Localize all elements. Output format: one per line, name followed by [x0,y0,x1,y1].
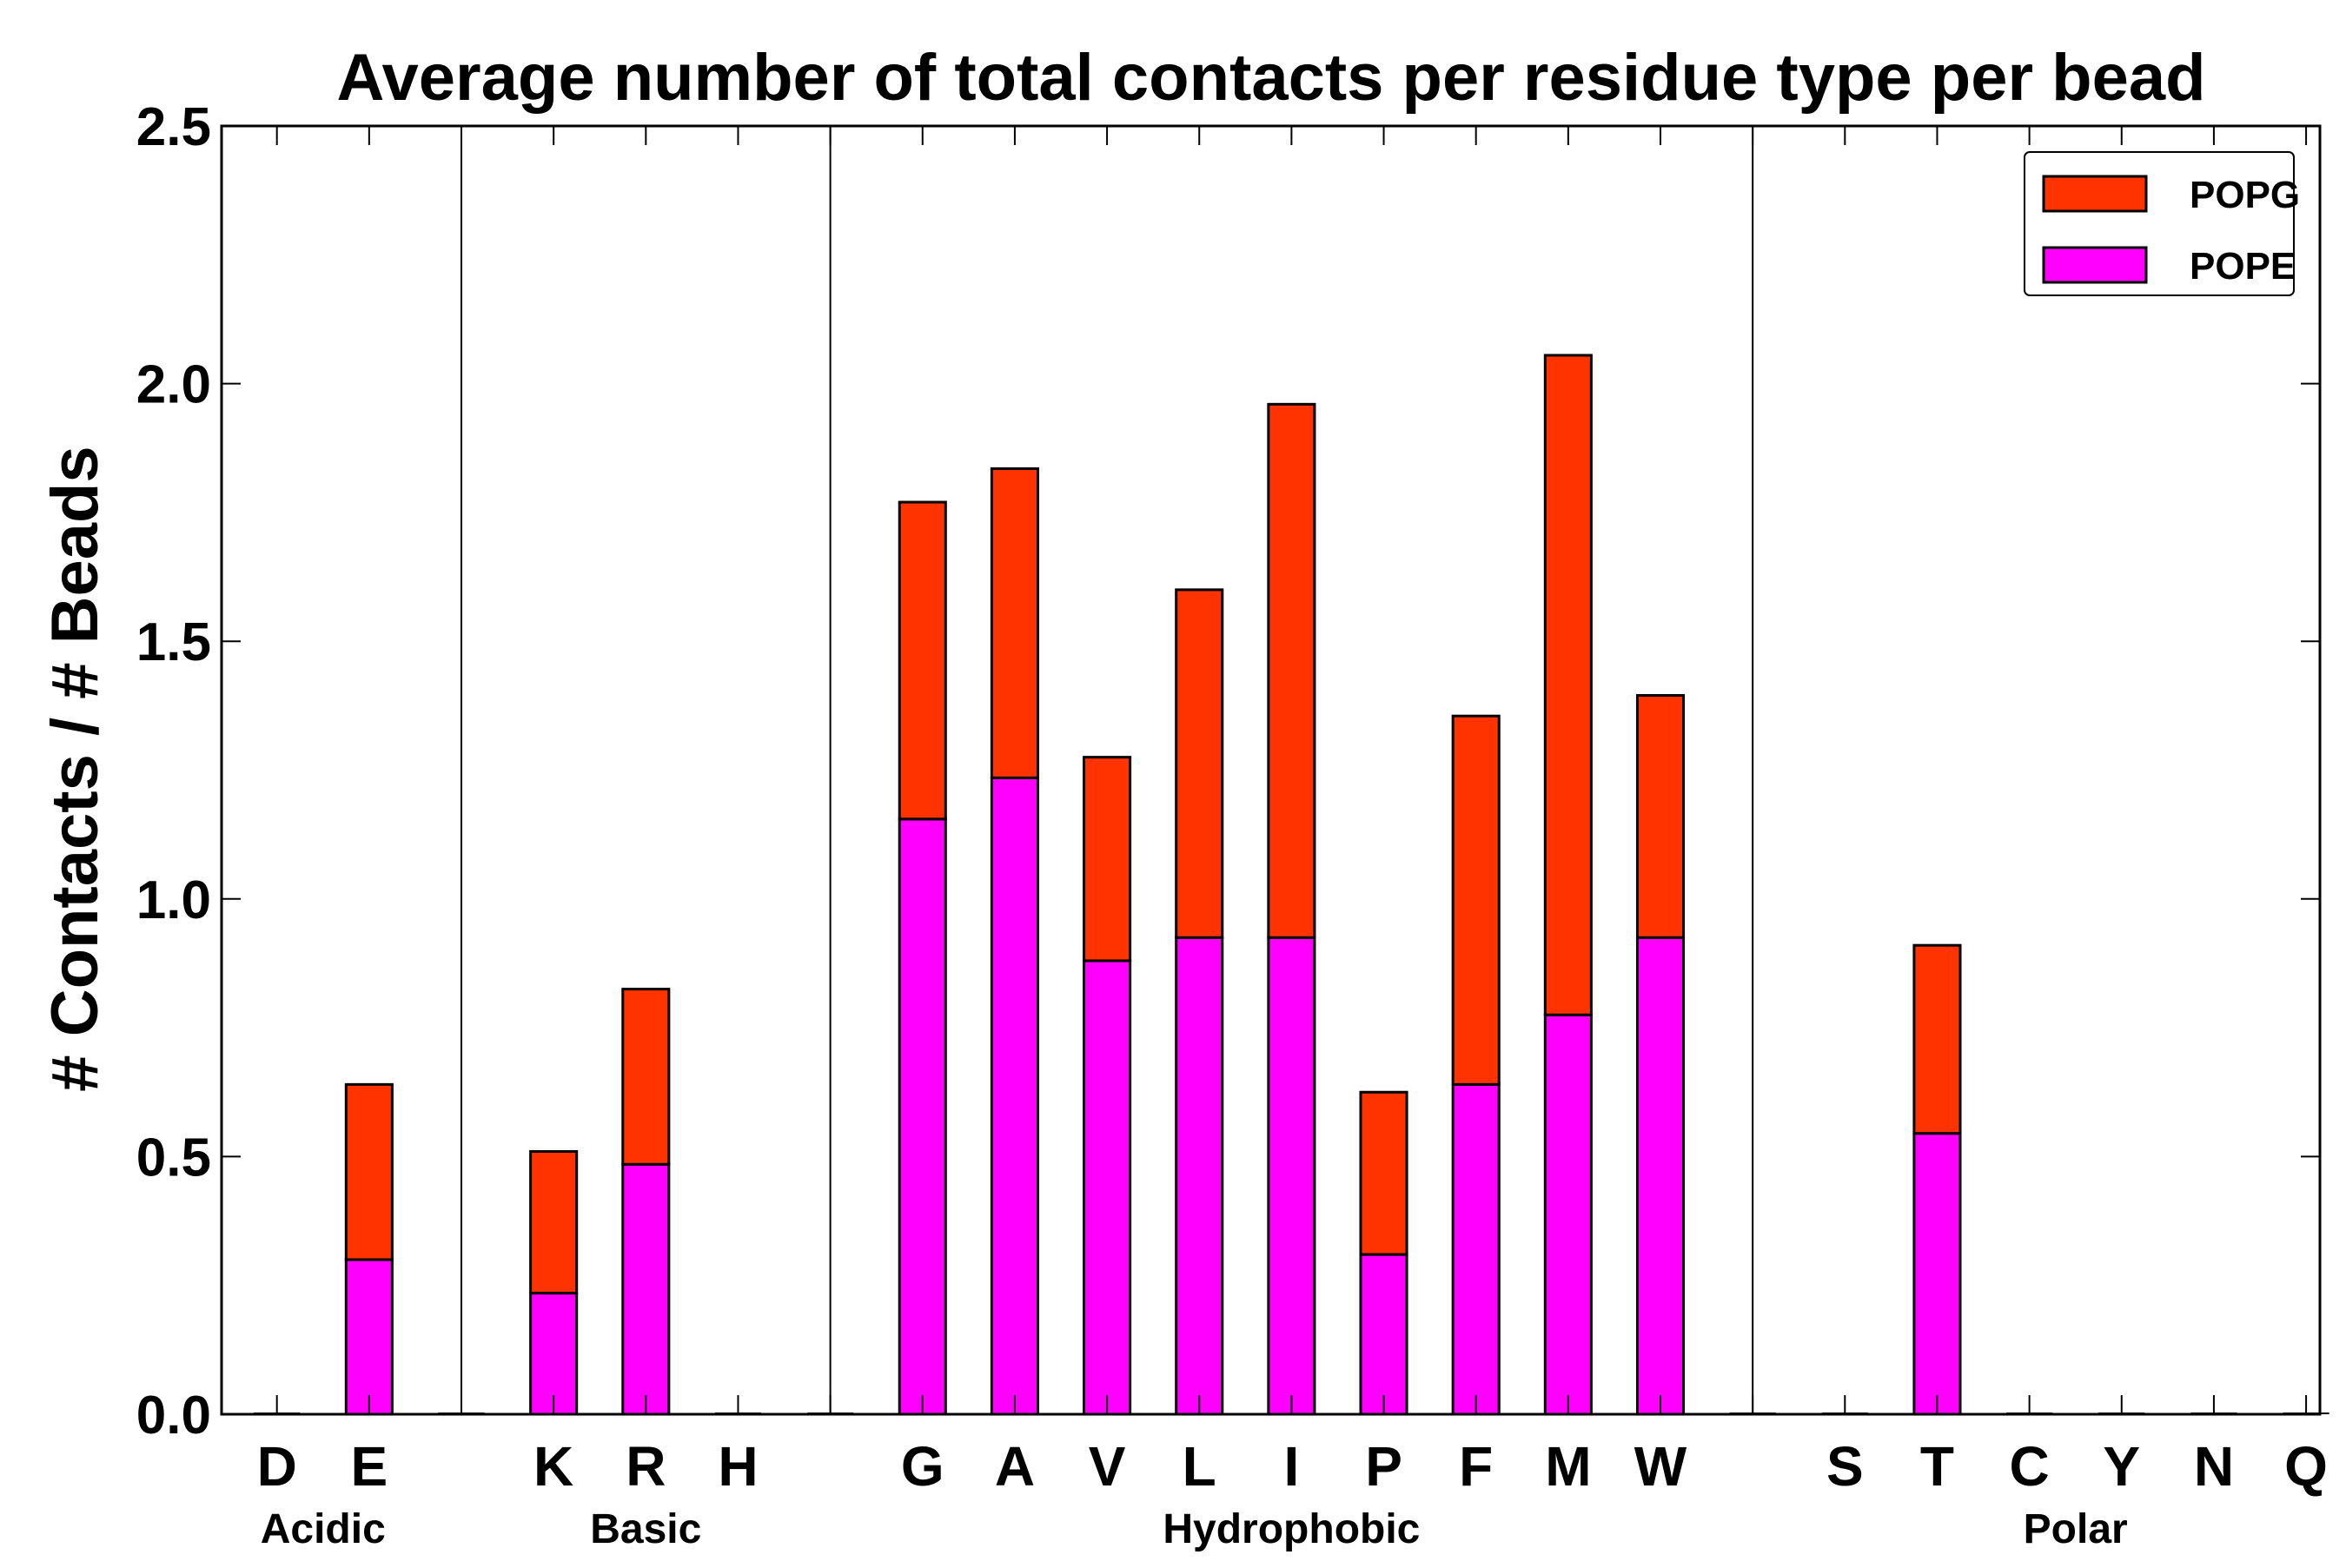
bar-pope-L [1175,936,1224,1416]
bar-pope-M [1543,1013,1593,1416]
y-tick-label: 2.5 [136,97,211,157]
x-tick-label-L: L [1183,1435,1216,1498]
bar-popg-I [1267,402,1316,939]
group-label: Hydrophobic [1163,1506,1420,1552]
bar-pope-W [1635,936,1686,1416]
x-tick-label-M: M [1545,1435,1591,1498]
legend-swatch-popg [2042,175,2148,213]
bar-pope-V [1083,959,1132,1416]
bar-popg-M [1543,354,1593,1016]
x-tick-label-I: I [1283,1435,1299,1498]
x-tick-label-S: S [1826,1435,1864,1498]
x-tick-label-W: W [1634,1435,1687,1498]
bar-popg-G [898,500,947,821]
bar-popg-A [990,466,1039,779]
y-tick-label: 0.0 [136,1386,211,1446]
x-tick-label-A: A [995,1435,1035,1498]
bar-pope-G [898,817,947,1416]
x-tick-label-N: N [2194,1435,2234,1498]
x-tick-label-H: H [718,1435,758,1498]
x-tick-label-K: K [533,1435,573,1498]
x-tick-label-R: R [626,1435,666,1498]
bar-popg-F [1451,714,1501,1086]
bar-popg-V [1083,756,1132,963]
bar-popg-R [621,988,671,1166]
x-tick-label-Y: Y [2103,1435,2140,1498]
bar-pope-T [1912,1132,1962,1416]
plot-area: 0.0 0.5 1.0 1.5 2.0 2.5 D E K R H G A V L I P F M W S T C Y N Q Ac… [136,97,2329,1552]
group-label: Basic [590,1506,701,1552]
group-label: Acidic [261,1506,386,1552]
chart-title: Average number of total contacts per res… [336,41,2205,115]
bar-pope-E [344,1258,394,1416]
x-tick-label-F: F [1459,1435,1493,1498]
bar-popg-E [344,1082,394,1261]
bar-popg-W [1635,693,1686,939]
bar-popg-T [1912,943,1962,1135]
x-tick-label-G: G [901,1435,944,1498]
bar-popg-L [1175,588,1224,939]
bar-popg-P [1359,1090,1408,1256]
bar-pope-R [621,1162,671,1416]
y-tick-label: 0.5 [136,1128,211,1188]
bar-popg-K [529,1149,579,1295]
x-tick-label-P: P [1365,1435,1402,1498]
legend-swatch-pope [2042,246,2148,284]
bar-pope-P [1359,1253,1408,1416]
bar-pope-I [1267,936,1316,1416]
y-axis-label: # Contacts / # Beads [38,446,112,1091]
legend-label-pope: POPE [2190,245,2296,288]
legend-label-popg: POPG [2190,174,2300,216]
y-tick-label: 1.5 [136,612,211,672]
plot-frame [220,124,2322,1416]
bar-pope-A [990,776,1039,1416]
x-tick-label-T: T [1920,1435,1954,1498]
group-label: Polar [2024,1506,2128,1552]
y-tick-label: 2.0 [136,355,211,415]
y-tick-label: 1.0 [136,870,211,930]
bar-pope-F [1451,1082,1501,1416]
x-tick-label-V: V [1089,1435,1126,1498]
bar-pope-K [529,1292,579,1416]
x-tick-label-Q: Q [2284,1435,2328,1498]
x-tick-label-E: E [351,1435,388,1498]
x-tick-label-D: D [257,1435,297,1498]
x-tick-label-C: C [2010,1435,2050,1498]
